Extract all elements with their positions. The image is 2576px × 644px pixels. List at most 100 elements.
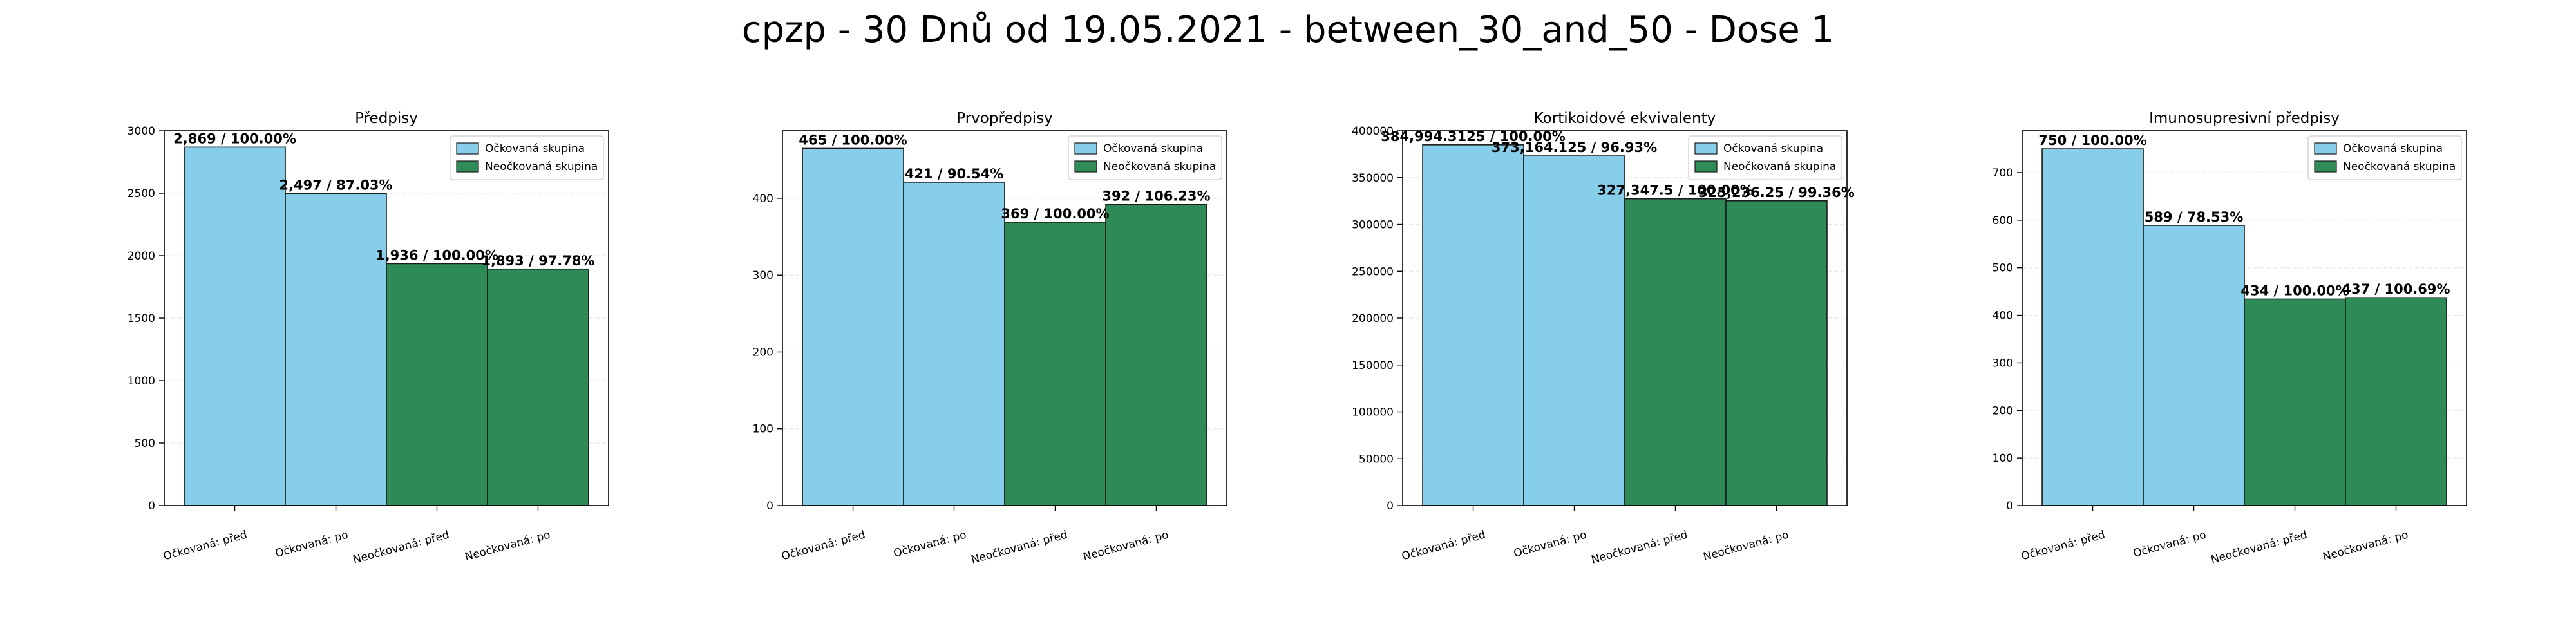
legend: Očkovaná skupina Neočkovaná skupina — [1688, 135, 1842, 180]
data-label: 750 / 100.00% — [2038, 133, 2146, 148]
y-tick-label: 250000 — [1352, 265, 1394, 278]
data-label: 325,236.25 / 99.36% — [1698, 185, 1855, 200]
data-label: 327,347.5 / 100.00% — [1597, 183, 1754, 198]
y-tick-label: 700 — [1993, 167, 2013, 180]
data-label: 465 / 100.00% — [799, 132, 907, 147]
legend-box — [1688, 135, 1842, 180]
y-tick-label: 200 — [753, 346, 773, 359]
x-tick-label: Neočkovaná: po — [1082, 529, 1170, 564]
data-label: 1,936 / 100.00% — [375, 247, 498, 263]
chart-title: Imunosupresivní předpisy — [2149, 110, 2340, 127]
y-tick-label: 100 — [1993, 452, 2013, 465]
y-tick-label: 0 — [1387, 500, 1394, 513]
chart-panel: Prvopředpisy 0 100 200 300 400 465 / 100.00% 42… — [753, 110, 1227, 567]
legend-label: Očkovaná skupina — [485, 142, 585, 155]
legend-swatch — [2314, 142, 2337, 155]
chart-title: Prvopředpisy — [956, 110, 1053, 127]
chart-title: Kortikoidové ekvivalenty — [1534, 110, 1716, 127]
legend-box — [1068, 135, 1222, 180]
data-label: 421 / 90.54% — [905, 166, 1004, 182]
y-tick-label: 1000 — [128, 375, 155, 388]
x-tick-label: Neočkovaná: po — [2322, 529, 2410, 564]
x-tick-label: Očkovaná: po — [1512, 529, 1588, 560]
data-label: 2,497 / 87.03% — [279, 178, 392, 193]
bar — [1523, 155, 1625, 506]
bar — [2345, 297, 2447, 506]
axes-frame — [2022, 130, 2467, 506]
y-tick-label: 100000 — [1352, 406, 1394, 419]
legend-swatch — [2314, 160, 2337, 173]
data-label: 1,893 / 97.78% — [481, 253, 594, 269]
y-tick-label: 200000 — [1352, 312, 1394, 325]
x-tick-label: Neočkovaná: před — [2210, 529, 2309, 567]
x-tick-label: Očkovaná: před — [780, 529, 866, 564]
y-tick-label: 400 — [1993, 310, 2013, 323]
y-tick-label: 50000 — [1359, 453, 1394, 466]
y-tick-label: 1500 — [128, 312, 155, 325]
legend-label: Neočkovaná skupina — [1103, 160, 1216, 173]
bar — [1105, 204, 1208, 506]
bar — [903, 182, 1005, 506]
data-label: 589 / 78.53% — [2145, 209, 2244, 225]
data-label: 392 / 106.23% — [1102, 188, 1210, 204]
data-label: 373,164.125 / 96.93% — [1492, 140, 1657, 155]
data-label: 2,869 / 100.00% — [173, 131, 296, 146]
bar — [2041, 148, 2144, 506]
legend-swatch — [456, 142, 479, 155]
y-tick-label: 2500 — [128, 187, 155, 200]
y-tick-label: 500 — [1993, 262, 2013, 275]
y-tick-label: 300 — [753, 269, 773, 282]
legend-box — [2307, 135, 2462, 180]
x-tick-label: Očkovaná: po — [892, 529, 968, 560]
x-tick-label: Neočkovaná: po — [464, 529, 552, 564]
y-tick-label: 150000 — [1352, 359, 1394, 372]
bar — [184, 146, 286, 506]
y-tick-label: 200 — [1993, 404, 2013, 417]
legend-box — [450, 135, 604, 180]
x-tick-label: Očkovaná: po — [2132, 529, 2208, 560]
legend-swatch — [456, 160, 479, 173]
x-tick-label: Očkovaná: před — [2020, 529, 2106, 564]
chart-panel: Kortikoidové ekvivalenty 0 50000 100000 1500… — [1352, 110, 1855, 567]
bar — [1624, 198, 1727, 506]
legend-label: Neočkovaná skupina — [2343, 160, 2456, 173]
chart-panel: Imunosupresivní předpisy 0 100 200 300 400 500… — [1993, 110, 2467, 567]
legend: Očkovaná skupina Neočkovaná skupina — [2307, 135, 2462, 180]
figure-title: cpzp - 30 Dnů od 19.05.2021 - between_30… — [741, 9, 1835, 51]
y-tick-label: 600 — [1993, 214, 2013, 227]
legend-label: Očkovaná skupina — [1103, 142, 1203, 155]
legend-label: Neočkovaná skupina — [1723, 160, 1836, 173]
bar — [1004, 222, 1106, 506]
y-tick-label: 0 — [148, 500, 155, 513]
x-tick-label: Neočkovaná: před — [970, 529, 1069, 567]
bar — [2143, 225, 2245, 506]
y-tick-label: 300 — [1993, 357, 2013, 370]
bar — [2244, 298, 2346, 506]
axes-frame — [782, 130, 1227, 506]
x-tick-label: Neočkovaná: před — [1590, 529, 1689, 567]
bar — [1422, 144, 1524, 506]
y-tick-label: 3000 — [128, 125, 155, 138]
legend-swatch — [1694, 160, 1718, 173]
chart-panel: Předpisy 0 500 1000 1500 2000 2500 3000 2,869 / … — [128, 110, 609, 567]
axes-frame — [1402, 130, 1848, 506]
y-tick-label: 0 — [766, 500, 773, 513]
legend: Očkovaná skupina Neočkovaná skupina — [450, 135, 604, 180]
y-tick-label: 2000 — [128, 250, 155, 263]
data-label: 437 / 100.69% — [2342, 281, 2450, 297]
x-tick-label: Neočkovaná: po — [1702, 529, 1790, 564]
chart-title: Předpisy — [355, 110, 418, 127]
legend-label: Očkovaná skupina — [1723, 142, 1823, 155]
y-tick-label: 400 — [753, 193, 773, 205]
data-label: 384,994.3125 / 100.00% — [1381, 129, 1565, 144]
bar — [285, 193, 387, 506]
legend-swatch — [1074, 160, 1097, 173]
axes-frame — [164, 130, 609, 506]
y-tick-label: 400000 — [1352, 125, 1394, 138]
y-tick-label: 0 — [2006, 500, 2013, 513]
bar — [487, 268, 589, 506]
bar — [386, 263, 488, 506]
x-tick-label: Očkovaná: před — [162, 529, 248, 564]
x-tick-label: Neočkovaná: před — [352, 529, 451, 567]
